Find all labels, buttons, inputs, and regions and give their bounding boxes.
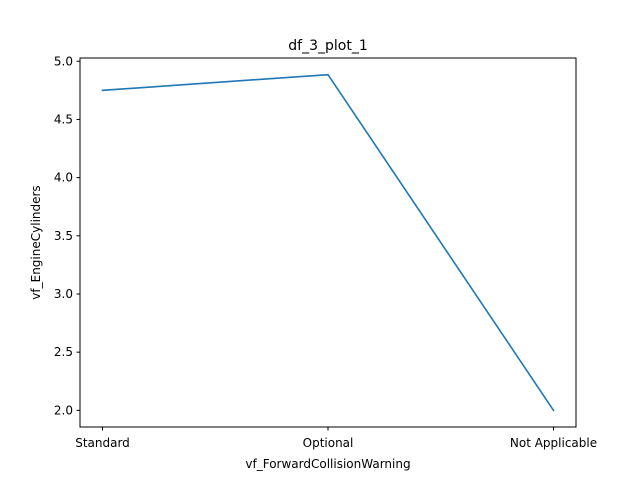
plot-area <box>80 58 576 427</box>
y-tick-label: 4.0 <box>54 171 73 185</box>
y-tick-label: 3.0 <box>54 287 73 301</box>
plot-frame <box>79 57 577 428</box>
x-axis-label: vf_ForwardCollisionWarning <box>245 457 410 471</box>
x-tick-label: Standard <box>75 436 130 450</box>
x-tick-label: Optional <box>303 436 354 450</box>
y-axis-label: vf_EngineCylinders <box>29 185 43 299</box>
x-axis-ticks: Standard Optional Not Applicable <box>75 427 597 450</box>
y-tick-label: 4.5 <box>54 112 73 126</box>
y-axis-ticks: 2.0 2.5 3.0 3.5 4.0 4.5 5.0 <box>54 54 80 417</box>
y-tick-label: 3.5 <box>54 229 73 243</box>
y-tick-label: 2.0 <box>54 403 73 417</box>
y-tick-label: 2.5 <box>54 345 73 359</box>
x-tick-label: Not Applicable <box>510 436 597 450</box>
y-tick-label: 5.0 <box>54 54 73 68</box>
chart-title: df_3_plot_1 <box>288 38 367 54</box>
series-line <box>101 73 555 412</box>
series-layer <box>101 73 555 412</box>
